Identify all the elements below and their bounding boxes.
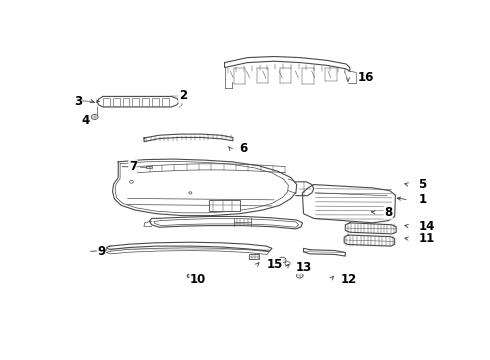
Bar — [122, 98, 129, 106]
Circle shape — [129, 180, 133, 183]
Circle shape — [285, 262, 290, 266]
Text: 15: 15 — [267, 258, 283, 271]
Bar — [132, 98, 139, 106]
Text: 6: 6 — [240, 142, 248, 155]
Circle shape — [91, 114, 98, 120]
Text: 10: 10 — [190, 273, 206, 286]
Text: 11: 11 — [418, 232, 435, 245]
Text: 13: 13 — [296, 261, 312, 274]
Text: 1: 1 — [418, 193, 426, 206]
Text: 4: 4 — [82, 114, 90, 127]
Text: 12: 12 — [341, 273, 357, 286]
Bar — [103, 98, 110, 106]
Text: 14: 14 — [418, 220, 435, 233]
Bar — [146, 166, 151, 168]
Text: 9: 9 — [98, 245, 105, 258]
Text: 16: 16 — [358, 71, 374, 84]
Text: 5: 5 — [418, 178, 426, 191]
Bar — [152, 98, 159, 106]
Text: 3: 3 — [74, 95, 82, 108]
Bar — [187, 274, 191, 278]
Bar — [113, 98, 120, 106]
Bar — [162, 98, 169, 106]
Text: 2: 2 — [179, 89, 187, 102]
Text: 8: 8 — [384, 206, 392, 219]
Circle shape — [278, 257, 286, 263]
Circle shape — [189, 192, 192, 194]
Text: 7: 7 — [129, 160, 137, 173]
Bar — [209, 200, 240, 211]
Bar — [249, 255, 259, 260]
Circle shape — [296, 273, 303, 278]
Bar — [142, 98, 149, 106]
Circle shape — [76, 98, 83, 103]
